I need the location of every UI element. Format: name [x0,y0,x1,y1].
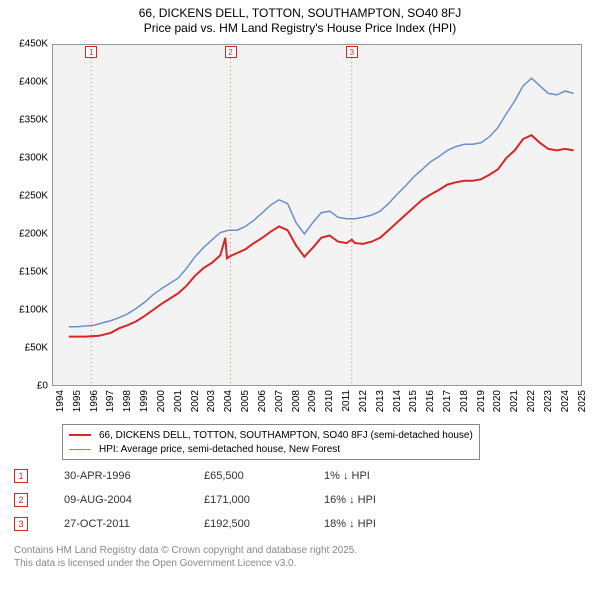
legend-label-hpi: HPI: Average price, semi-detached house,… [99,444,340,455]
marker-date: 09-AUG-2004 [64,494,204,506]
x-tick-label: 2021 [509,390,520,412]
x-tick-label: 2001 [173,390,184,412]
marker-price: £65,500 [204,470,324,482]
x-tick-label: 1994 [55,390,66,412]
footnote-line-1: Contains HM Land Registry data © Crown c… [14,544,357,557]
x-tick-label: 2023 [543,390,554,412]
x-tick-label: 2005 [240,390,251,412]
y-tick-label: £200K [8,229,48,240]
marker-date: 30-APR-1996 [64,470,204,482]
y-tick-label: £350K [8,115,48,126]
y-tick-label: £450K [8,39,48,50]
marker-row-2: 2 09-AUG-2004£171,00016% ↓ HPI [14,488,454,512]
x-tick-label: 2014 [392,390,403,412]
legend-label-property: 66, DICKENS DELL, TOTTON, SOUTHAMPTON, S… [99,430,473,441]
x-tick-label: 2017 [442,390,453,412]
x-tick-label: 2011 [341,390,352,412]
x-tick-label: 2007 [274,390,285,412]
chart-area: £0£50K£100K£150K£200K£250K£300K£350K£400… [52,44,582,386]
chart-marker-3: 3 [346,46,358,58]
footnote: Contains HM Land Registry data © Crown c… [14,544,357,570]
y-tick-label: £400K [8,77,48,88]
legend-swatch-property [69,434,91,436]
footnote-line-2: This data is licensed under the Open Gov… [14,557,357,570]
y-tick-label: £0 [8,381,48,392]
x-tick-label: 2022 [526,390,537,412]
x-tick-label: 2016 [425,390,436,412]
x-tick-label: 2019 [476,390,487,412]
marker-delta: 1% ↓ HPI [324,470,454,482]
x-tick-label: 2012 [358,390,369,412]
legend-row-hpi: HPI: Average price, semi-detached house,… [69,442,473,456]
legend: 66, DICKENS DELL, TOTTON, SOUTHAMPTON, S… [62,424,480,460]
marker-delta: 18% ↓ HPI [324,518,454,530]
legend-swatch-hpi [69,449,91,450]
marker-row-3: 3 27-OCT-2011£192,50018% ↓ HPI [14,512,454,536]
y-tick-label: £50K [8,343,48,354]
x-tick-label: 2009 [307,390,318,412]
title-line-2: Price paid vs. HM Land Registry's House … [0,21,600,35]
marker-delta: 16% ↓ HPI [324,494,454,506]
x-tick-label: 2024 [560,390,571,412]
x-tick-label: 1997 [105,390,116,412]
x-tick-label: 2006 [257,390,268,412]
marker-box-2-icon: 2 [14,493,28,507]
y-tick-label: £250K [8,191,48,202]
x-tick-label: 2020 [492,390,503,412]
x-tick-label: 2025 [577,390,588,412]
x-tick-label: 2002 [190,390,201,412]
x-tick-label: 2010 [324,390,335,412]
marker-row-1: 1 30-APR-1996£65,5001% ↓ HPI [14,464,454,488]
title-line-1: 66, DICKENS DELL, TOTTON, SOUTHAMPTON, S… [0,6,600,20]
x-tick-label: 1996 [89,390,100,412]
chart-lines [52,44,582,386]
y-tick-label: £150K [8,267,48,278]
series-line-property [69,135,574,336]
chart-marker-1: 1 [85,46,97,58]
marker-date: 27-OCT-2011 [64,518,204,530]
x-tick-label: 2004 [223,390,234,412]
x-tick-label: 2008 [291,390,302,412]
legend-row-property: 66, DICKENS DELL, TOTTON, SOUTHAMPTON, S… [69,428,473,442]
marker-price: £171,000 [204,494,324,506]
x-tick-label: 2013 [375,390,386,412]
x-tick-label: 2015 [408,390,419,412]
title-block: 66, DICKENS DELL, TOTTON, SOUTHAMPTON, S… [0,0,600,35]
x-tick-label: 2000 [156,390,167,412]
x-tick-label: 1998 [122,390,133,412]
marker-box-3-icon: 3 [14,517,28,531]
marker-price: £192,500 [204,518,324,530]
markers-table: 1 30-APR-1996£65,5001% ↓ HPI 2 09-AUG-2004£… [14,464,454,536]
x-tick-label: 1999 [139,390,150,412]
x-tick-label: 2018 [459,390,470,412]
x-tick-label: 1995 [72,390,83,412]
series-line-hpi [69,78,574,327]
marker-box-1-icon: 1 [14,469,28,483]
chart-marker-2: 2 [225,46,237,58]
y-tick-label: £300K [8,153,48,164]
y-tick-label: £100K [8,305,48,316]
x-tick-label: 2003 [206,390,217,412]
